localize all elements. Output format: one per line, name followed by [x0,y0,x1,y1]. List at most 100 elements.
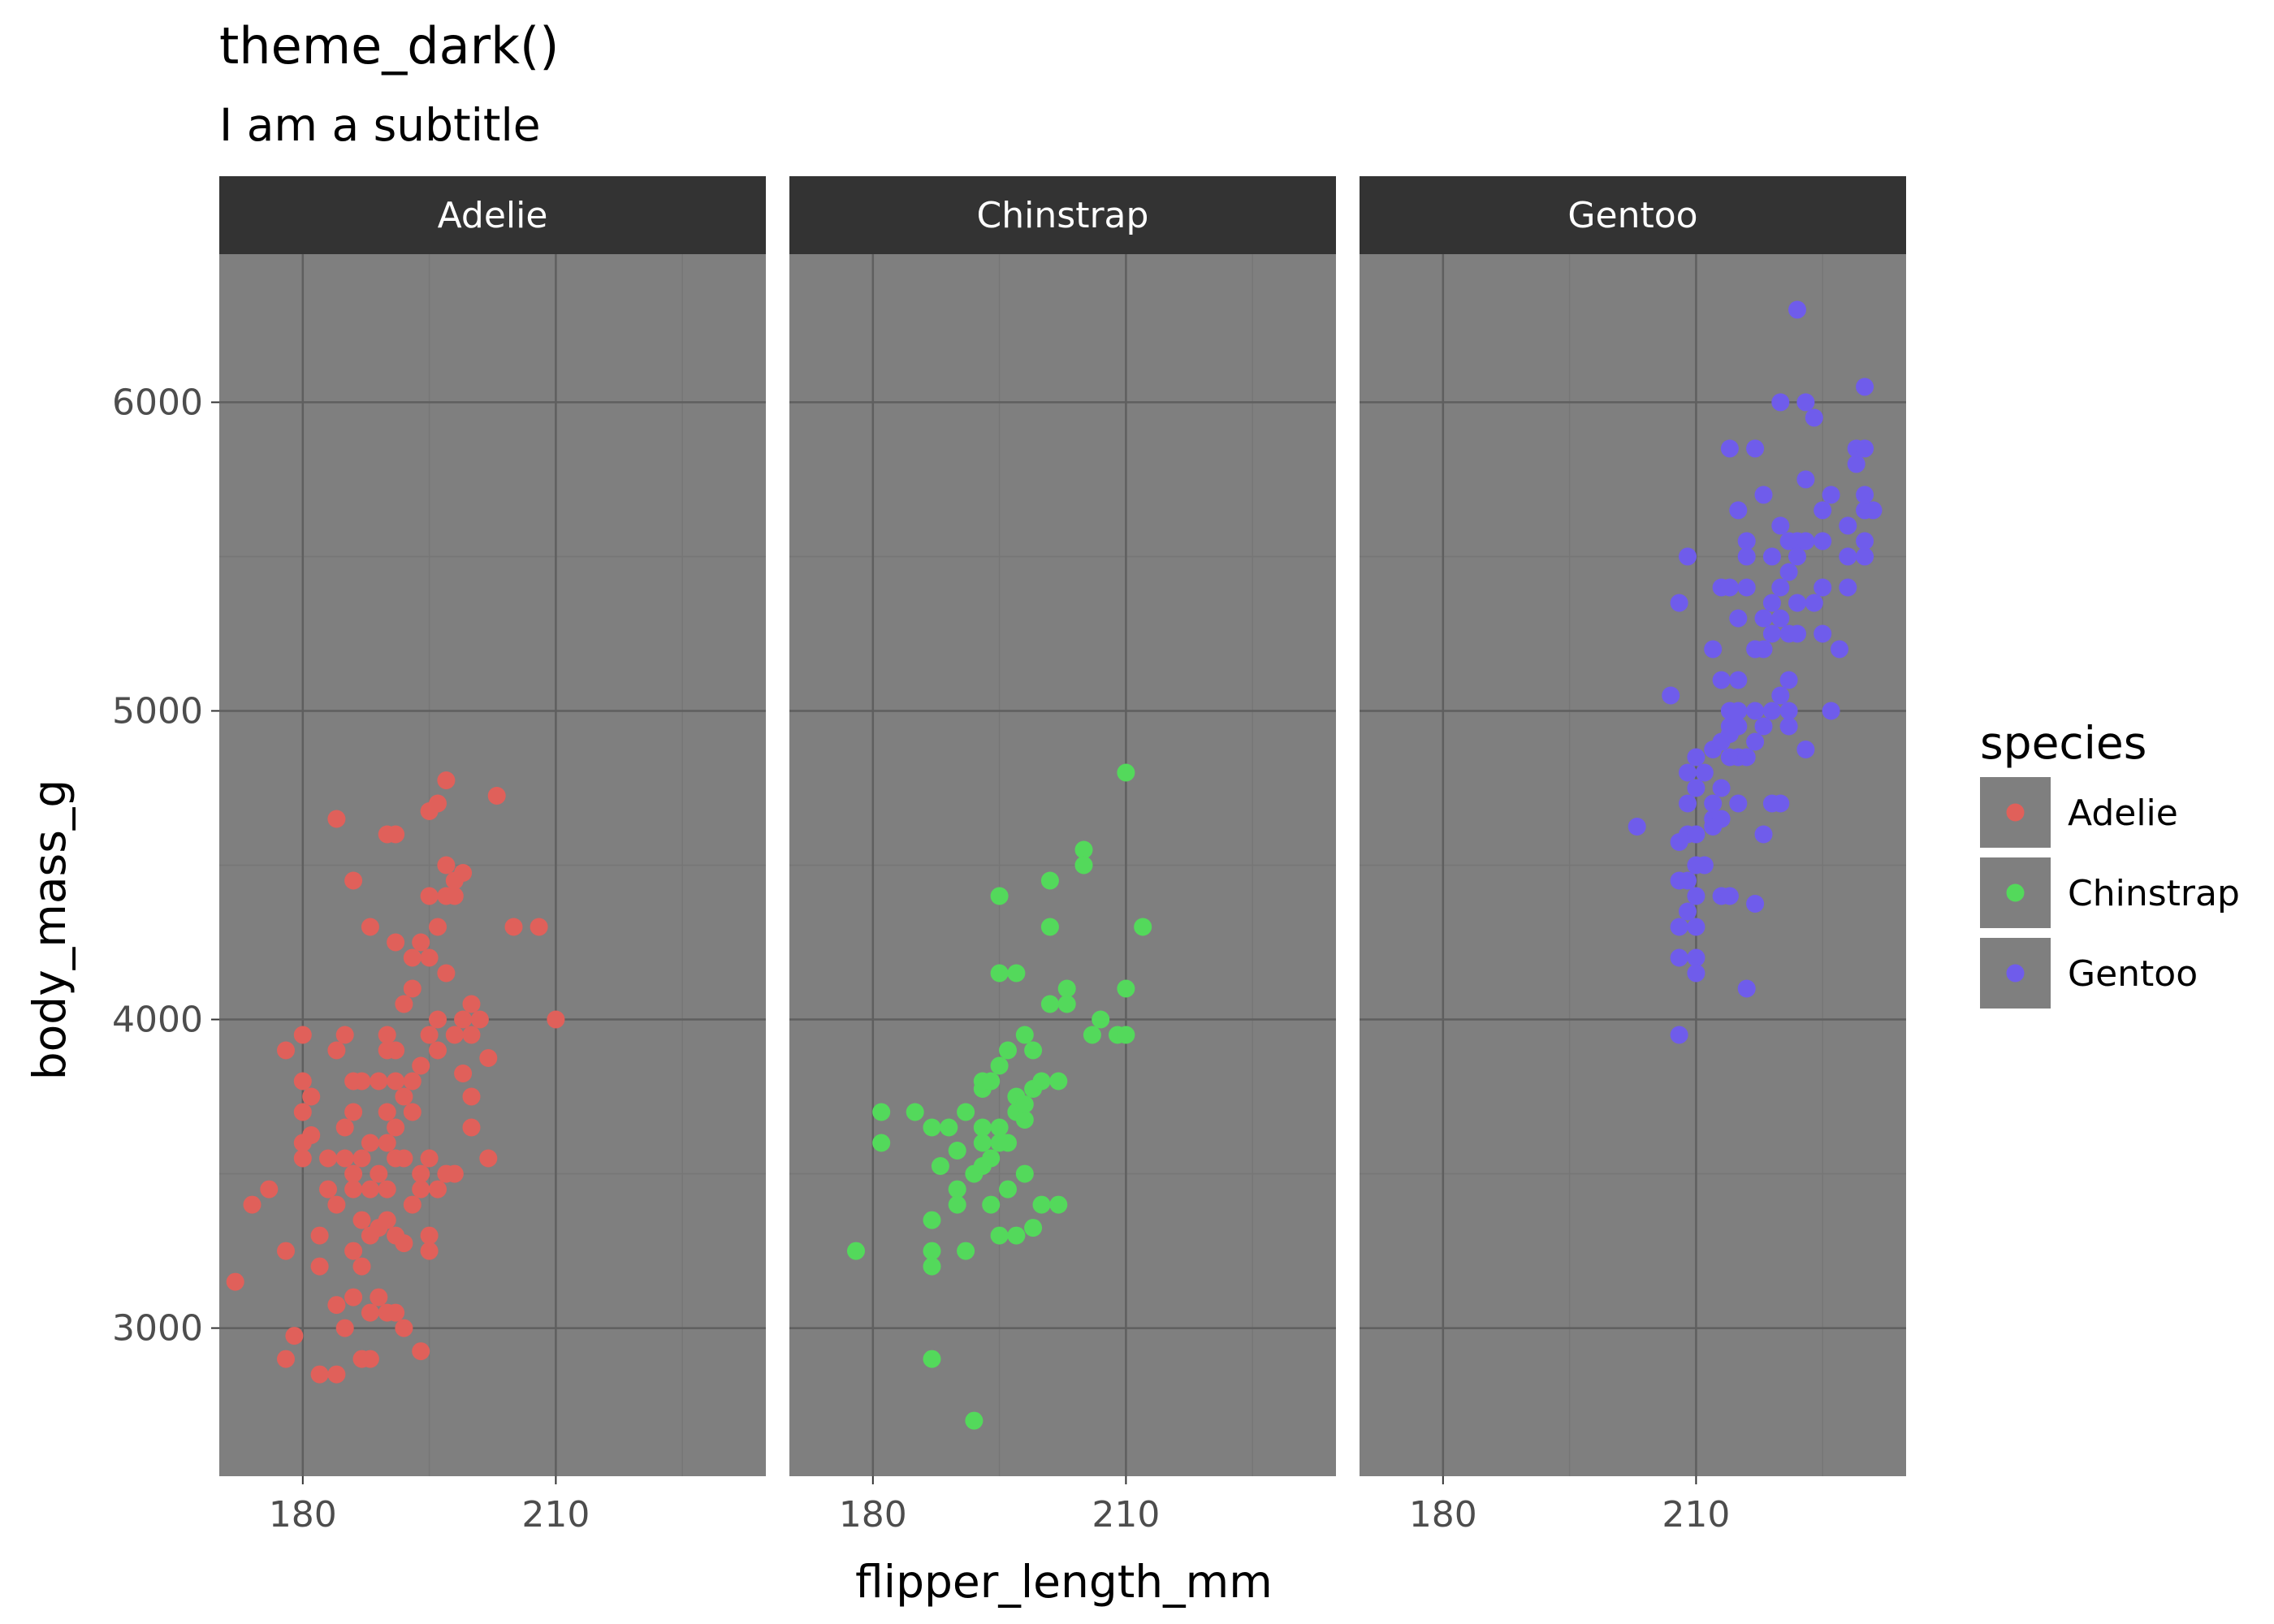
data-point [1771,393,1790,412]
data-point [1712,810,1731,828]
data-point [403,948,422,967]
data-point [412,933,430,952]
data-point [319,1149,337,1168]
facet-chinstrap: Chinstrap 180 210 [789,176,1336,1535]
data-point [1864,501,1883,520]
data-point [990,964,1009,983]
data-point [1670,948,1688,967]
facet-strip [789,176,1336,254]
data-point [487,787,506,805]
data-point [1822,702,1840,720]
data-point [1092,1010,1110,1029]
data-point [1762,624,1781,643]
data-point [310,1257,329,1276]
points-adelie [226,771,565,1384]
data-point [403,1195,422,1214]
data-point [1754,825,1773,844]
data-point [1856,532,1874,551]
data-point [1788,594,1806,612]
data-point [948,1180,966,1199]
data-point [1771,516,1790,535]
data-point [462,1026,481,1044]
data-point [293,1026,312,1044]
y-tick-label: 6000 [112,382,203,423]
data-point [412,1056,430,1075]
data-point [1024,1219,1043,1237]
data-point [1040,995,1059,1013]
data-point [335,1026,354,1044]
data-point [387,1303,405,1322]
data-point [1695,856,1714,875]
facet-panels: Adelie 180 210 Chinstrap 180 210 Gentoo 180 210 3… [112,176,1906,1535]
data-point [1856,439,1874,458]
data-point [462,995,481,1013]
data-point [1679,763,1697,782]
data-point [1839,516,1857,535]
data-point [387,1072,405,1091]
data-point [327,810,346,828]
data-point [1788,300,1806,319]
data-point [1796,532,1815,551]
data-point [403,1103,422,1121]
data-point [378,1180,396,1199]
data-point [1015,1095,1034,1113]
data-point [1679,871,1697,890]
x-tick-label: 180 [839,1494,907,1535]
data-point [429,1041,447,1060]
data-point [361,1303,379,1322]
data-point [378,1026,396,1044]
data-point [361,918,379,936]
data-point [420,887,439,905]
data-point [1049,1072,1068,1091]
data-point [445,887,464,905]
data-point [1822,486,1840,504]
data-point [1712,671,1731,689]
data-point [948,1195,966,1214]
data-point [1679,547,1697,566]
data-point [1796,470,1815,489]
data-point [277,1350,295,1368]
data-point [1083,1026,1101,1044]
data-point [327,1195,346,1214]
data-point [1670,594,1688,612]
data-point [1754,486,1773,504]
data-point [344,1242,363,1260]
data-point [327,1365,346,1384]
data-point [1814,501,1832,520]
data-point [1814,624,1832,643]
data-point [1754,640,1773,659]
data-point [1788,547,1806,566]
data-point [420,1026,439,1044]
data-point [982,1195,1001,1214]
data-point [395,995,413,1013]
y-tick-label: 5000 [112,690,203,732]
data-point [1737,532,1756,551]
legend-label: Gentoo [2068,953,2198,995]
data-point [429,1180,447,1199]
data-point [530,918,548,936]
data-point [361,1350,379,1368]
data-point [470,1010,489,1029]
data-point [1040,918,1059,936]
data-point [1737,578,1756,597]
legend-label: Adelie [2068,793,2178,834]
data-point [1117,763,1135,782]
data-point [1805,594,1823,612]
legend-title: species [1980,717,2146,769]
data-point [1762,594,1781,612]
data-point [454,864,473,882]
data-point [1628,818,1646,836]
data-point [1762,702,1781,720]
data-point [973,1134,992,1152]
data-point [923,1257,941,1276]
data-point [403,1072,422,1091]
data-point [310,1365,329,1384]
data-point [293,1072,312,1091]
data-point [1687,748,1706,767]
data-point [923,1211,941,1229]
data-point [1856,547,1874,566]
x-tick-label: 180 [269,1494,337,1535]
points-gentoo [1628,300,1883,1044]
data-point [1729,609,1748,628]
